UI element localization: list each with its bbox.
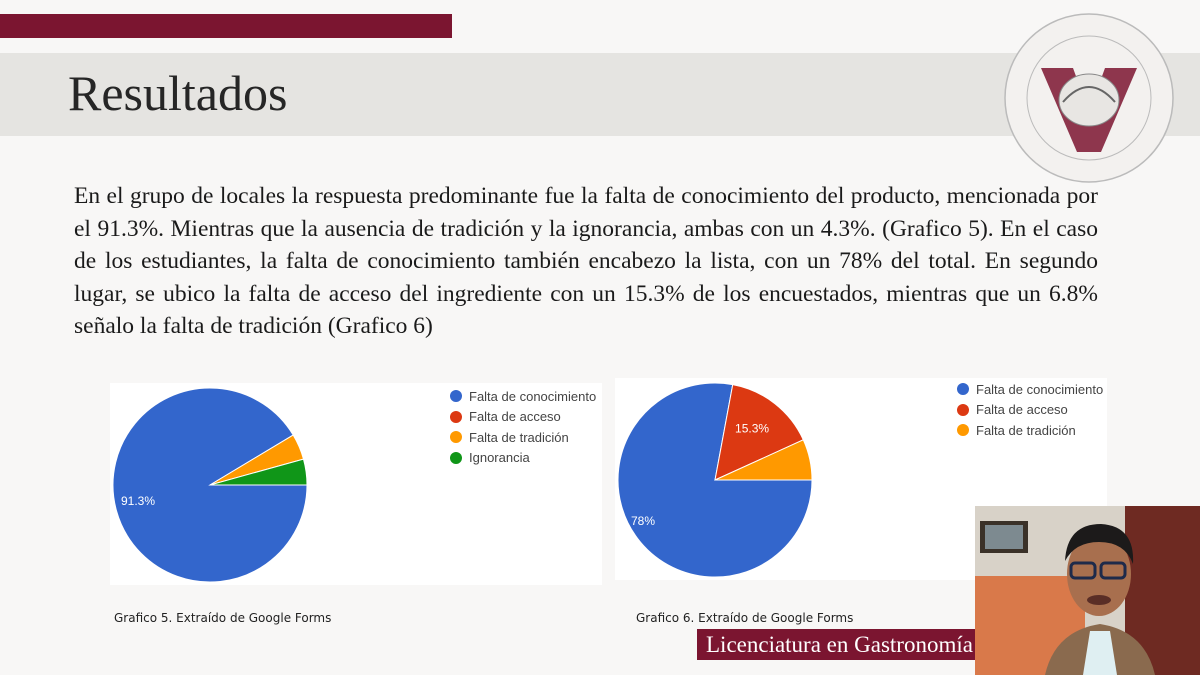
chart-6-legend: Falta de conocimiento Falta de acceso Falt… (957, 379, 1103, 441)
body-paragraph: En el grupo de locales la respuesta pred… (74, 183, 1098, 339)
legend-item: Ignorancia (450, 448, 596, 469)
pie-slice-falta-de-conocimiento (617, 382, 813, 578)
chart-6-caption: Grafico 6. Extraído de Google Forms (636, 611, 854, 625)
legend-swatch (957, 403, 969, 416)
legend-label: Falta de acceso (976, 402, 1068, 418)
university-logo (1004, 13, 1174, 183)
legend-label: Falta de conocimiento (976, 381, 1104, 397)
legend-label: Ignorancia (469, 450, 530, 466)
legend-item: Falta de acceso (450, 407, 596, 428)
pie-chart-5: 91.3% (112, 387, 308, 583)
pie-slice-falta-de-tradición (714, 439, 813, 481)
legend-swatch (957, 424, 969, 437)
slide-title: Resultados (68, 65, 288, 121)
pie-slice-falta-de-acceso (714, 384, 804, 481)
pie-data-label: 78% (631, 514, 655, 528)
pie-data-label: 15.3% (735, 422, 769, 436)
chart-5-caption: Grafico 5. Extraído de Google Forms (114, 611, 332, 625)
top-accent-bar (0, 14, 452, 38)
legend-label: Falta de tradición (469, 429, 569, 445)
legend-swatch (957, 383, 969, 396)
pie-slice-ignorancia (209, 458, 308, 486)
legend-item: Falta de tradición (957, 420, 1103, 441)
legend-label: Falta de conocimiento (469, 388, 597, 404)
chart-5-legend: Falta de conocimiento Falta de acceso Falt… (450, 386, 596, 468)
title-band (0, 53, 1200, 136)
legend-swatch (450, 410, 462, 423)
legend-swatch (450, 390, 462, 403)
legend-item: Falta de conocimiento (957, 379, 1103, 400)
legend-item: Falta de conocimiento (450, 386, 596, 407)
chart-6-area: 78% 15.3% Falta de conocimiento Falta de a… (615, 378, 1107, 580)
pie-data-label: 91.3% (121, 494, 155, 508)
legend-swatch (450, 451, 462, 464)
legend-item: Falta de acceso (957, 400, 1103, 421)
webcam-video (975, 506, 1200, 675)
chart-5-area: 91.3% Falta de conocimiento Falta de acce… (110, 383, 602, 585)
presenter-video-frame (975, 506, 1200, 675)
legend-swatch (450, 431, 462, 444)
program-footer: Licenciatura en Gastronomía (697, 629, 987, 660)
pie-chart-6: 78% 15.3% (617, 382, 813, 578)
legend-label: Falta de tradición (976, 422, 1076, 438)
legend-label: Falta de acceso (469, 409, 561, 425)
legend-item: Falta de tradición (450, 427, 596, 448)
